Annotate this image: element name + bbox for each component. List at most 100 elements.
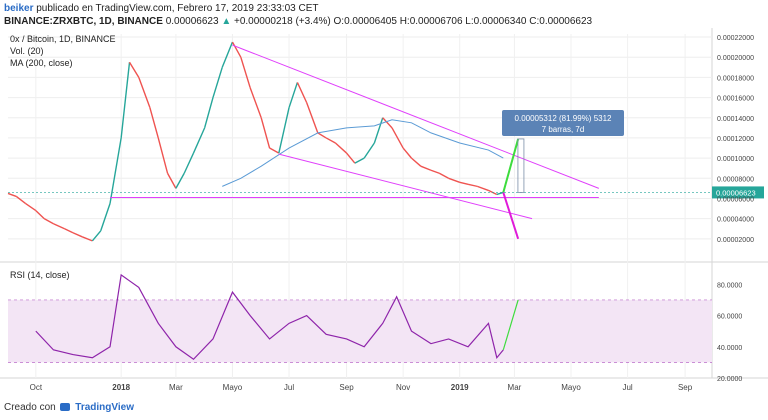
price-segment [363,142,375,159]
price-segment [166,172,177,189]
price-tick-label: 0.00016000 [717,96,754,103]
publisher-line: beiker publicado en TradingView.com, Feb… [4,2,592,15]
price-segment [35,210,45,220]
price-segment [317,132,327,139]
price-tick-label: 0.00008000 [717,176,754,183]
price-segment [477,185,489,192]
price-segment [43,218,54,225]
price-segment [260,117,271,149]
change-text: +0.00000218 (+3.4%) [234,16,331,27]
time-tick-label: Mar [508,383,522,392]
price-segment [467,183,478,188]
time-tick-label: Jul [622,383,632,392]
ma-line [222,119,504,187]
up-arrow-icon: ▲ [221,16,232,27]
price-segment [240,57,251,88]
last-price-label-bg [712,186,764,199]
time-tick-label: Mar [169,383,183,392]
projection-line [502,138,520,193]
measure-box [517,138,525,193]
price-segment [221,41,234,68]
price-tick-label: 0.00014000 [717,116,754,123]
price-segment [430,169,440,174]
symbol-line: BINANCE:ZRXBTC, 1D, BINANCE 0.00006623 ▲… [4,15,592,28]
time-tick-label: Sep [339,383,354,392]
time-tick-label: Oct [30,383,43,392]
price-segment [438,172,449,179]
price-segment [402,147,413,159]
price-segment [496,191,504,196]
price-tick-label: 0.00002000 [717,237,754,244]
chart-area[interactable]: 0.00006623 0.00005312 (81.99%) 5312 7 barr… [0,28,768,400]
time-tick-label: Nov [396,383,410,392]
published-text: publicado en TradingView.com, Febrero 17… [36,3,319,14]
trading-chart[interactable]: 0.00006623 0.00005312 (81.99%) 5312 7 barr… [0,28,768,400]
axes: 0.00022000 0.00020000 0.00018000 0.00016000… [30,35,754,392]
price-segment [53,223,65,230]
time-tick-label: Mayo [223,383,243,392]
legend-title: 0x / Bitcoin, 1D, BINANCE [10,34,116,44]
legend-vol: Vol. (20) [10,46,44,56]
time-tick-label: 2018 [112,383,130,392]
price-segment [448,177,460,183]
ohlc-text: O:0.00006405 H:0.00006706 L:0.00006340 C… [333,16,593,27]
price-segment [373,117,384,144]
last-price-label: 0.00006623 [716,188,756,197]
price-segment [109,137,122,204]
measure-callout-line1: 0.00005312 (81.99%) 5312 [515,114,613,123]
trendline [232,44,600,189]
price-segment [183,152,195,174]
price-segment [288,82,299,108]
price-segment [128,61,140,78]
measure-callout-bg [502,110,624,136]
legend-rsi: RSI (14, close) [10,270,70,280]
rsi-projection-line [502,299,519,351]
price-segment [411,157,422,167]
last-price: 0.00006623 [165,16,219,27]
chart-header: beiker publicado en TradingView.com, Feb… [4,2,592,28]
price-tick-label: 0.00018000 [717,75,754,82]
tradingview-brand[interactable]: TradingView [75,402,134,413]
footer: Creado con TradingView [4,402,134,413]
time-tick-label: 2019 [451,383,469,392]
time-tick-label: Sep [678,383,693,392]
price-tick-label: 0.00022000 [717,35,754,42]
rsi-tick-label: 60.0000 [717,314,742,321]
symbol-name: BINANCE:ZRXBTC, 1D, BINANCE [4,16,163,27]
projection-line [502,192,520,240]
price-segment [334,142,348,154]
price-segment [325,137,336,144]
price-segment [15,195,27,205]
price-segment [354,157,365,164]
price-segment [81,236,93,242]
price-segment [192,127,206,154]
price-tick-label: 0.00012000 [717,136,754,143]
price-segment [64,228,74,234]
price-segment [72,232,83,238]
price-tick-label: 0.00020000 [717,55,754,62]
price-tick-label: 0.00010000 [717,156,754,163]
price-segment [212,67,223,98]
rsi-line [35,273,504,361]
price-segment [175,172,185,189]
price-segment [249,87,262,118]
measure-callout-line2: 7 barras, 7d [542,125,585,134]
price-segment [203,97,214,129]
trendline [278,153,533,220]
price-pane[interactable]: 0.00006623 0.00005312 (81.99%) 5312 7 barr… [7,41,764,242]
price-segment [231,41,242,58]
created-with-text: Creado con [4,402,56,413]
price-segment [120,62,131,139]
rsi-band [8,299,712,363]
price-segment [278,107,290,154]
rsi-tick-label: 80.0000 [717,282,742,289]
price-segment [91,230,102,242]
price-segment [269,147,280,154]
rsi-pane[interactable] [8,273,712,363]
price-segment [149,107,159,139]
price-segment [296,82,308,103]
publisher-user[interactable]: beiker [4,3,34,14]
time-tick-label: Mayo [561,383,581,392]
price-segment [391,127,404,149]
price-segment [346,152,356,164]
